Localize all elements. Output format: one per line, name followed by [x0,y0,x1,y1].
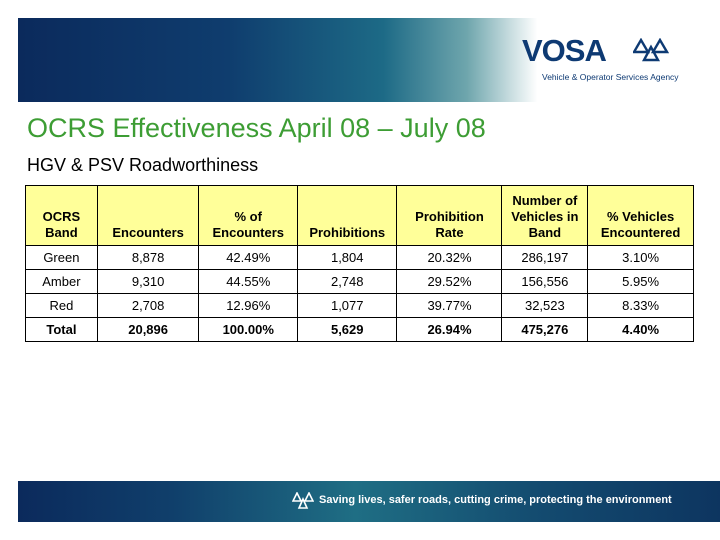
triangles-logo-icon [633,38,669,62]
cell-band: Total [25,317,98,342]
cell-prohibition-rate: 39.77% [396,293,503,318]
cell-pct-vehicles: 8.33% [587,293,694,318]
header-banner [18,18,720,102]
cell-pct-vehicles: 5.95% [587,269,694,294]
cell-prohibitions: 2,748 [297,269,398,294]
cell-vehicles-in-band: 156,556 [501,269,589,294]
cell-prohibition-rate: 29.52% [396,269,503,294]
vosa-logo: VOSA Vehicle & Operator Services Agency [505,18,720,102]
cell-prohibitions: 5,629 [297,317,398,342]
header-pct-vehicles: % Vehicles Encountered [587,185,694,246]
footer-triangles-icon [292,492,314,509]
table-row: Amber 9,310 44.55% 2,748 29.52% 156,556 … [25,269,694,294]
cell-pct-encounters: 100.00% [198,317,299,342]
cell-encounters: 8,878 [96,245,200,270]
footer-banner [18,481,720,522]
page-subtitle: HGV & PSV Roadworthiness [27,155,259,175]
logo-wordmark: VOSA [522,33,607,68]
ocrs-effectiveness-table: OCRS Band Encounters % of Encounters Pro… [25,185,694,342]
cell-vehicles-in-band: 32,523 [501,293,589,318]
cell-pct-encounters: 12.96% [198,293,299,318]
table-row: Red 2,708 12.96% 1,077 39.77% 32,523 8.3… [25,293,694,318]
cell-vehicles-in-band: 286,197 [501,245,589,270]
agency-name: Vehicle & Operator Services Agency [542,72,679,82]
cell-prohibition-rate: 26.94% [396,317,503,342]
page-title: OCRS Effectiveness April 08 – July 08 [27,113,486,143]
cell-prohibitions: 1,077 [297,293,398,318]
cell-encounters: 9,310 [96,269,200,294]
cell-encounters: 2,708 [96,293,200,318]
header-prohibition-rate: Prohibition Rate [396,185,503,246]
table-header-row: OCRS Band Encounters % of Encounters Pro… [25,185,694,246]
cell-vehicles-in-band: 475,276 [501,317,589,342]
header-pct-encounters: % of Encounters [198,185,299,246]
cell-encounters: 20,896 [96,317,200,342]
cell-band: Red [25,293,98,318]
header-vehicles-in-band: Number of Vehicles in Band [501,185,589,246]
cell-prohibition-rate: 20.32% [396,245,503,270]
cell-prohibitions: 1,804 [297,245,398,270]
header-encounters: Encounters [96,185,200,246]
header-prohibitions: Prohibitions [297,185,398,246]
cell-pct-vehicles: 4.40% [587,317,694,342]
table-total-row: Total 20,896 100.00% 5,629 26.94% 475,27… [25,317,694,342]
footer-slogan: Saving lives, safer roads, cutting crime… [319,494,672,506]
header-ocrs-band: OCRS Band [25,185,98,246]
cell-band: Amber [25,269,98,294]
cell-pct-encounters: 44.55% [198,269,299,294]
cell-band: Green [25,245,98,270]
cell-pct-encounters: 42.49% [198,245,299,270]
table-row: Green 8,878 42.49% 1,804 20.32% 286,197 … [25,245,694,270]
cell-pct-vehicles: 3.10% [587,245,694,270]
